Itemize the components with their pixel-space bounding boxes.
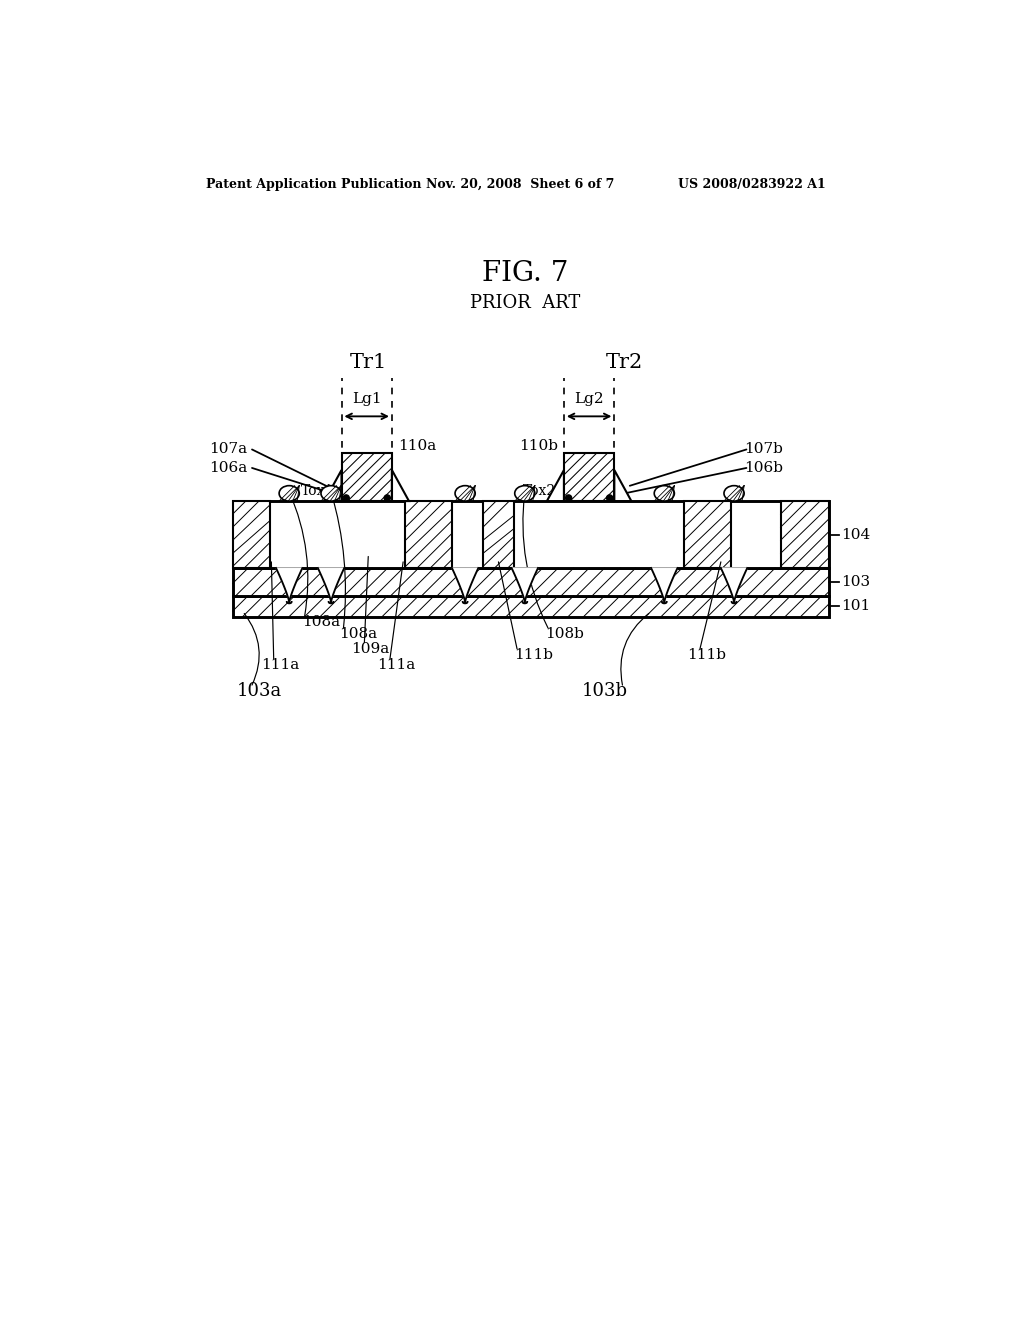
Text: 107b: 107b: [744, 442, 783, 457]
Text: 104: 104: [841, 528, 870, 541]
Polygon shape: [651, 568, 678, 602]
Text: 111a: 111a: [378, 659, 416, 672]
Polygon shape: [512, 568, 538, 602]
Bar: [564, 453, 614, 502]
Polygon shape: [276, 568, 302, 602]
Polygon shape: [721, 568, 748, 602]
Text: Lg2: Lg2: [574, 392, 604, 407]
Bar: [232, 502, 270, 568]
Circle shape: [384, 495, 390, 502]
Polygon shape: [392, 470, 409, 502]
Bar: [780, 502, 829, 568]
Bar: [684, 502, 731, 568]
Text: Tox1: Tox1: [300, 484, 334, 498]
Text: FIG. 7: FIG. 7: [481, 260, 568, 288]
Text: 106a: 106a: [209, 461, 248, 475]
Text: 110a: 110a: [398, 438, 436, 453]
Polygon shape: [547, 470, 564, 502]
Polygon shape: [452, 568, 478, 602]
Text: Tox2: Tox2: [523, 484, 556, 498]
Text: 103: 103: [841, 576, 870, 589]
Ellipse shape: [724, 486, 744, 502]
Text: 106b: 106b: [744, 461, 783, 475]
Text: 101: 101: [841, 599, 870, 614]
Polygon shape: [325, 470, 342, 502]
Text: Nov. 20, 2008  Sheet 6 of 7: Nov. 20, 2008 Sheet 6 of 7: [426, 178, 614, 190]
Bar: [232, 595, 829, 616]
Bar: [232, 502, 829, 568]
Ellipse shape: [654, 486, 675, 502]
Text: Tr2: Tr2: [605, 352, 643, 372]
Bar: [483, 502, 514, 568]
Text: 107a: 107a: [209, 442, 248, 457]
Text: Patent Application Publication: Patent Application Publication: [206, 178, 421, 190]
Bar: [232, 568, 829, 595]
Text: 103b: 103b: [582, 682, 628, 700]
Polygon shape: [614, 470, 632, 502]
Circle shape: [343, 495, 349, 502]
Text: Lg1: Lg1: [352, 392, 382, 407]
Text: 109a: 109a: [351, 642, 389, 656]
Ellipse shape: [321, 486, 341, 502]
Text: 111b: 111b: [687, 648, 727, 663]
Text: 110b: 110b: [519, 438, 558, 453]
Text: 111a: 111a: [261, 659, 300, 672]
Text: 108b: 108b: [545, 627, 584, 642]
Text: 108a: 108a: [339, 627, 377, 642]
Polygon shape: [317, 568, 344, 602]
Text: 111b: 111b: [514, 648, 553, 663]
Bar: [342, 453, 392, 502]
Text: 108a: 108a: [302, 615, 341, 628]
Bar: [406, 502, 452, 568]
Bar: [342, 453, 392, 502]
Text: Tr1: Tr1: [349, 352, 387, 372]
Circle shape: [565, 495, 571, 502]
Ellipse shape: [515, 486, 535, 502]
Text: 103a: 103a: [237, 682, 282, 700]
Circle shape: [606, 495, 612, 502]
Text: US 2008/0283922 A1: US 2008/0283922 A1: [678, 178, 826, 190]
Text: PRIOR  ART: PRIOR ART: [470, 294, 580, 312]
Bar: [564, 453, 614, 502]
Ellipse shape: [455, 486, 475, 502]
Ellipse shape: [280, 486, 299, 502]
